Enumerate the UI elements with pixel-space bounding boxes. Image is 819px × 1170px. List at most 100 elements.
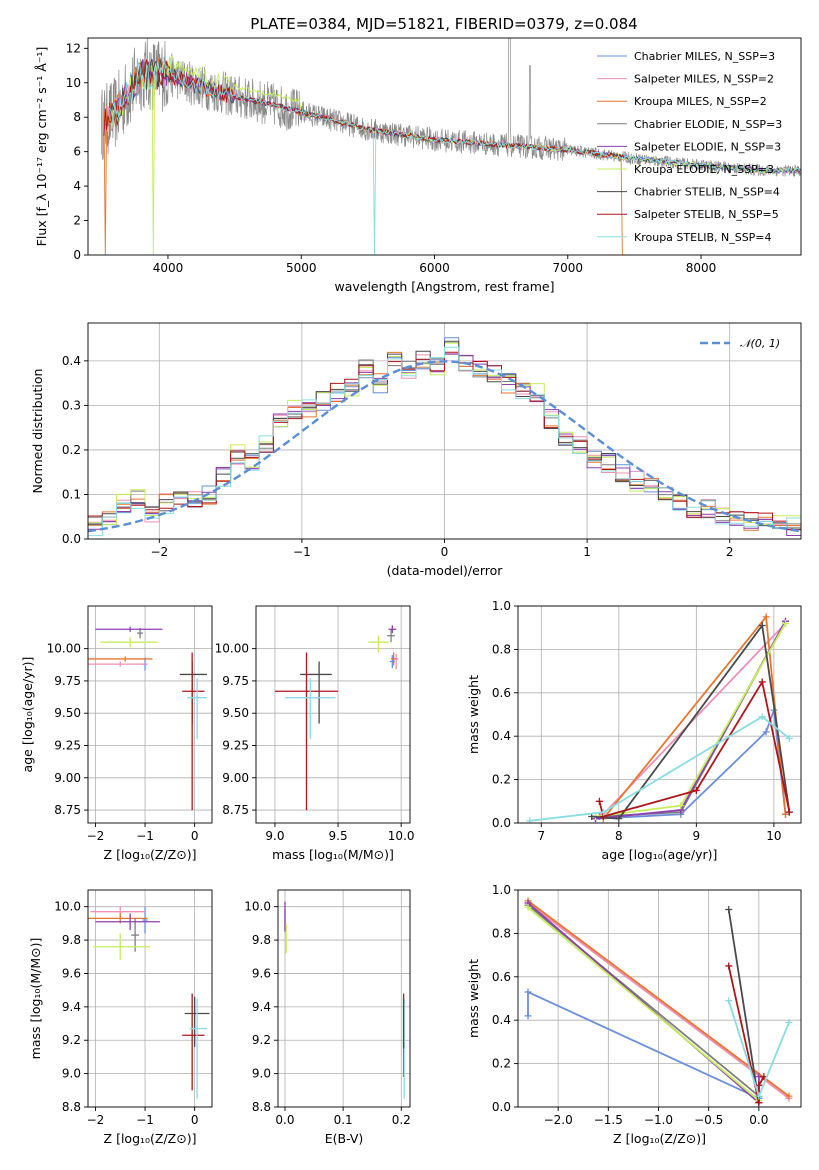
y-tick-label: 9.75 (54, 674, 81, 688)
x-tick-label: −1.5 (594, 1113, 623, 1127)
legend-entry: Salpeter STELIB, N_SSP=5 (634, 208, 779, 221)
axes-frame (517, 889, 802, 1108)
x-tick-label: 0 (441, 545, 449, 559)
panel-mass-vs-ebv: 0.0 0.1 0.2 8.8 9.0 9.2 9.4 9.6 9.8 10.0 E(B-V) (244, 889, 411, 1146)
x-tick-label: 9.0 (265, 829, 284, 843)
weight-point-marker (755, 1081, 763, 1089)
axes-frame (87, 37, 802, 256)
legend-entry: Chabrier STELIB, N_SSP=4 (634, 186, 780, 199)
y-tick-label: 9.2 (252, 1033, 271, 1047)
y-axis-label: Normed distribution (30, 369, 45, 494)
axes-frame (87, 605, 213, 824)
y-tick-label: 0.0 (492, 816, 511, 830)
weight-point-marker (758, 713, 766, 721)
x-tick-label: 7000 (553, 261, 584, 275)
weight-point-marker (692, 786, 700, 794)
y-tick-label: 0.1 (62, 487, 81, 501)
weight-point-marker (725, 962, 733, 970)
y-tick-label: 0.4 (492, 1013, 511, 1027)
y-tick-label: 1.0 (492, 599, 511, 613)
weight-line-6 (527, 906, 760, 1102)
weight-point-marker (725, 997, 733, 1005)
weight-line-3 (527, 900, 790, 1097)
legend-entry: Salpeter ELODIE, N_SSP=3 (634, 140, 781, 153)
y-tick-label: 0.0 (62, 532, 81, 546)
y-tick-label: 9.8 (252, 933, 271, 947)
x-axis-label: Z [log₁₀(Z/Z⊙)] (613, 1131, 706, 1146)
x-tick-label: 1 (583, 545, 591, 559)
weight-point-marker (785, 1092, 793, 1100)
y-tick-label: 9.25 (222, 739, 249, 753)
weight-point-marker (524, 1012, 532, 1020)
legend-entry: Chabrier ELODIE, N_SSP=3 (634, 118, 782, 131)
y-axis-label: Flux [f_λ 10⁻¹⁷ erg cm⁻² s⁻¹ Å⁻¹] (34, 47, 49, 247)
legend-entry: 𝒩(0, 1) (740, 337, 780, 350)
x-tick-label: 0.0 (275, 1113, 294, 1127)
normal-reference-curve (88, 360, 801, 533)
x-axis-label: (data-model)/error (387, 563, 504, 578)
y-tick-label: 9.25 (54, 739, 81, 753)
x-tick-label: 9 (693, 829, 701, 843)
weight-point-marker (526, 817, 534, 823)
y-tick-label: 9.0 (62, 1067, 81, 1081)
weight-point-marker (615, 815, 623, 823)
axes-frame (87, 889, 213, 1108)
y-tick-label: 10.00 (47, 642, 81, 656)
weight-line-9 (529, 715, 790, 822)
x-tick-label: 0.2 (392, 1113, 411, 1127)
y-axis-label: age [log₁₀(age/yr)] (20, 657, 35, 773)
legend-entry: Salpeter MILES, N_SSP=2 (634, 73, 774, 86)
axes-frame (255, 605, 411, 824)
y-tick-label: 10.0 (54, 900, 81, 914)
y-tick-label: 0.8 (492, 926, 511, 940)
weight-point-marker (524, 988, 532, 996)
y-tick-label: 0 (73, 248, 81, 262)
y-tick-label: 9.75 (222, 674, 249, 688)
x-axis-label: E(B-V) (325, 1131, 364, 1146)
y-tick-label: 12 (66, 41, 81, 55)
y-tick-label: 0.6 (492, 970, 511, 984)
plot-area (100, 38, 801, 255)
axes-frame (87, 322, 802, 540)
y-axis-label: mass weight (466, 959, 481, 1038)
x-tick-label: −2 (87, 829, 105, 843)
x-tick-label: 4000 (153, 261, 184, 275)
y-tick-label: 9.6 (252, 966, 271, 980)
weight-point-marker (595, 797, 603, 805)
plot-area (88, 337, 801, 537)
weight-line-2 (527, 902, 790, 1100)
plot-area (524, 897, 793, 1107)
y-tick-label: 8.8 (62, 1100, 81, 1114)
y-axis-label: mass weight (466, 675, 481, 754)
y-tick-label: 0.2 (492, 773, 511, 787)
y-tick-label: 6 (73, 145, 81, 159)
x-tick-label: 0.1 (334, 1113, 353, 1127)
x-tick-label: −2.0 (544, 1113, 573, 1127)
x-axis-label: mass [log₁₀(M/M⊙)] (272, 847, 394, 862)
y-tick-label: 9.6 (62, 966, 81, 980)
x-tick-label: −2 (150, 545, 168, 559)
weight-line-1 (595, 709, 787, 820)
model-line-6 (108, 55, 801, 255)
weight-point-marker (762, 613, 770, 621)
y-tick-label: 9.50 (222, 706, 249, 720)
x-tick-label: −1.0 (644, 1113, 673, 1127)
y-tick-label: 0.4 (492, 729, 511, 743)
x-tick-label: 8 (615, 829, 623, 843)
y-tick-label: 1.0 (492, 883, 511, 897)
y-tick-label: 4 (73, 179, 81, 193)
y-tick-label: 9.2 (62, 1033, 81, 1047)
y-tick-label: 9.8 (62, 933, 81, 947)
y-tick-label: 9.00 (222, 771, 249, 785)
y-tick-label: 2 (73, 214, 81, 228)
y-tick-label: 10.0 (244, 900, 271, 914)
weight-point-marker (677, 802, 685, 810)
panel-age-vs-mass: 9.0 9.5 10.0 8.75 9.00 9.25 9.50 9.75 10.00 mass … (215, 605, 415, 862)
residual-hist-9 (88, 346, 801, 537)
x-tick-label: −1 (136, 829, 154, 843)
weight-point-marker (524, 903, 532, 911)
y-tick-label: 8.8 (252, 1100, 271, 1114)
legend-entry: Kroupa MILES, N_SSP=2 (634, 95, 767, 108)
weight-point-marker (599, 808, 607, 816)
